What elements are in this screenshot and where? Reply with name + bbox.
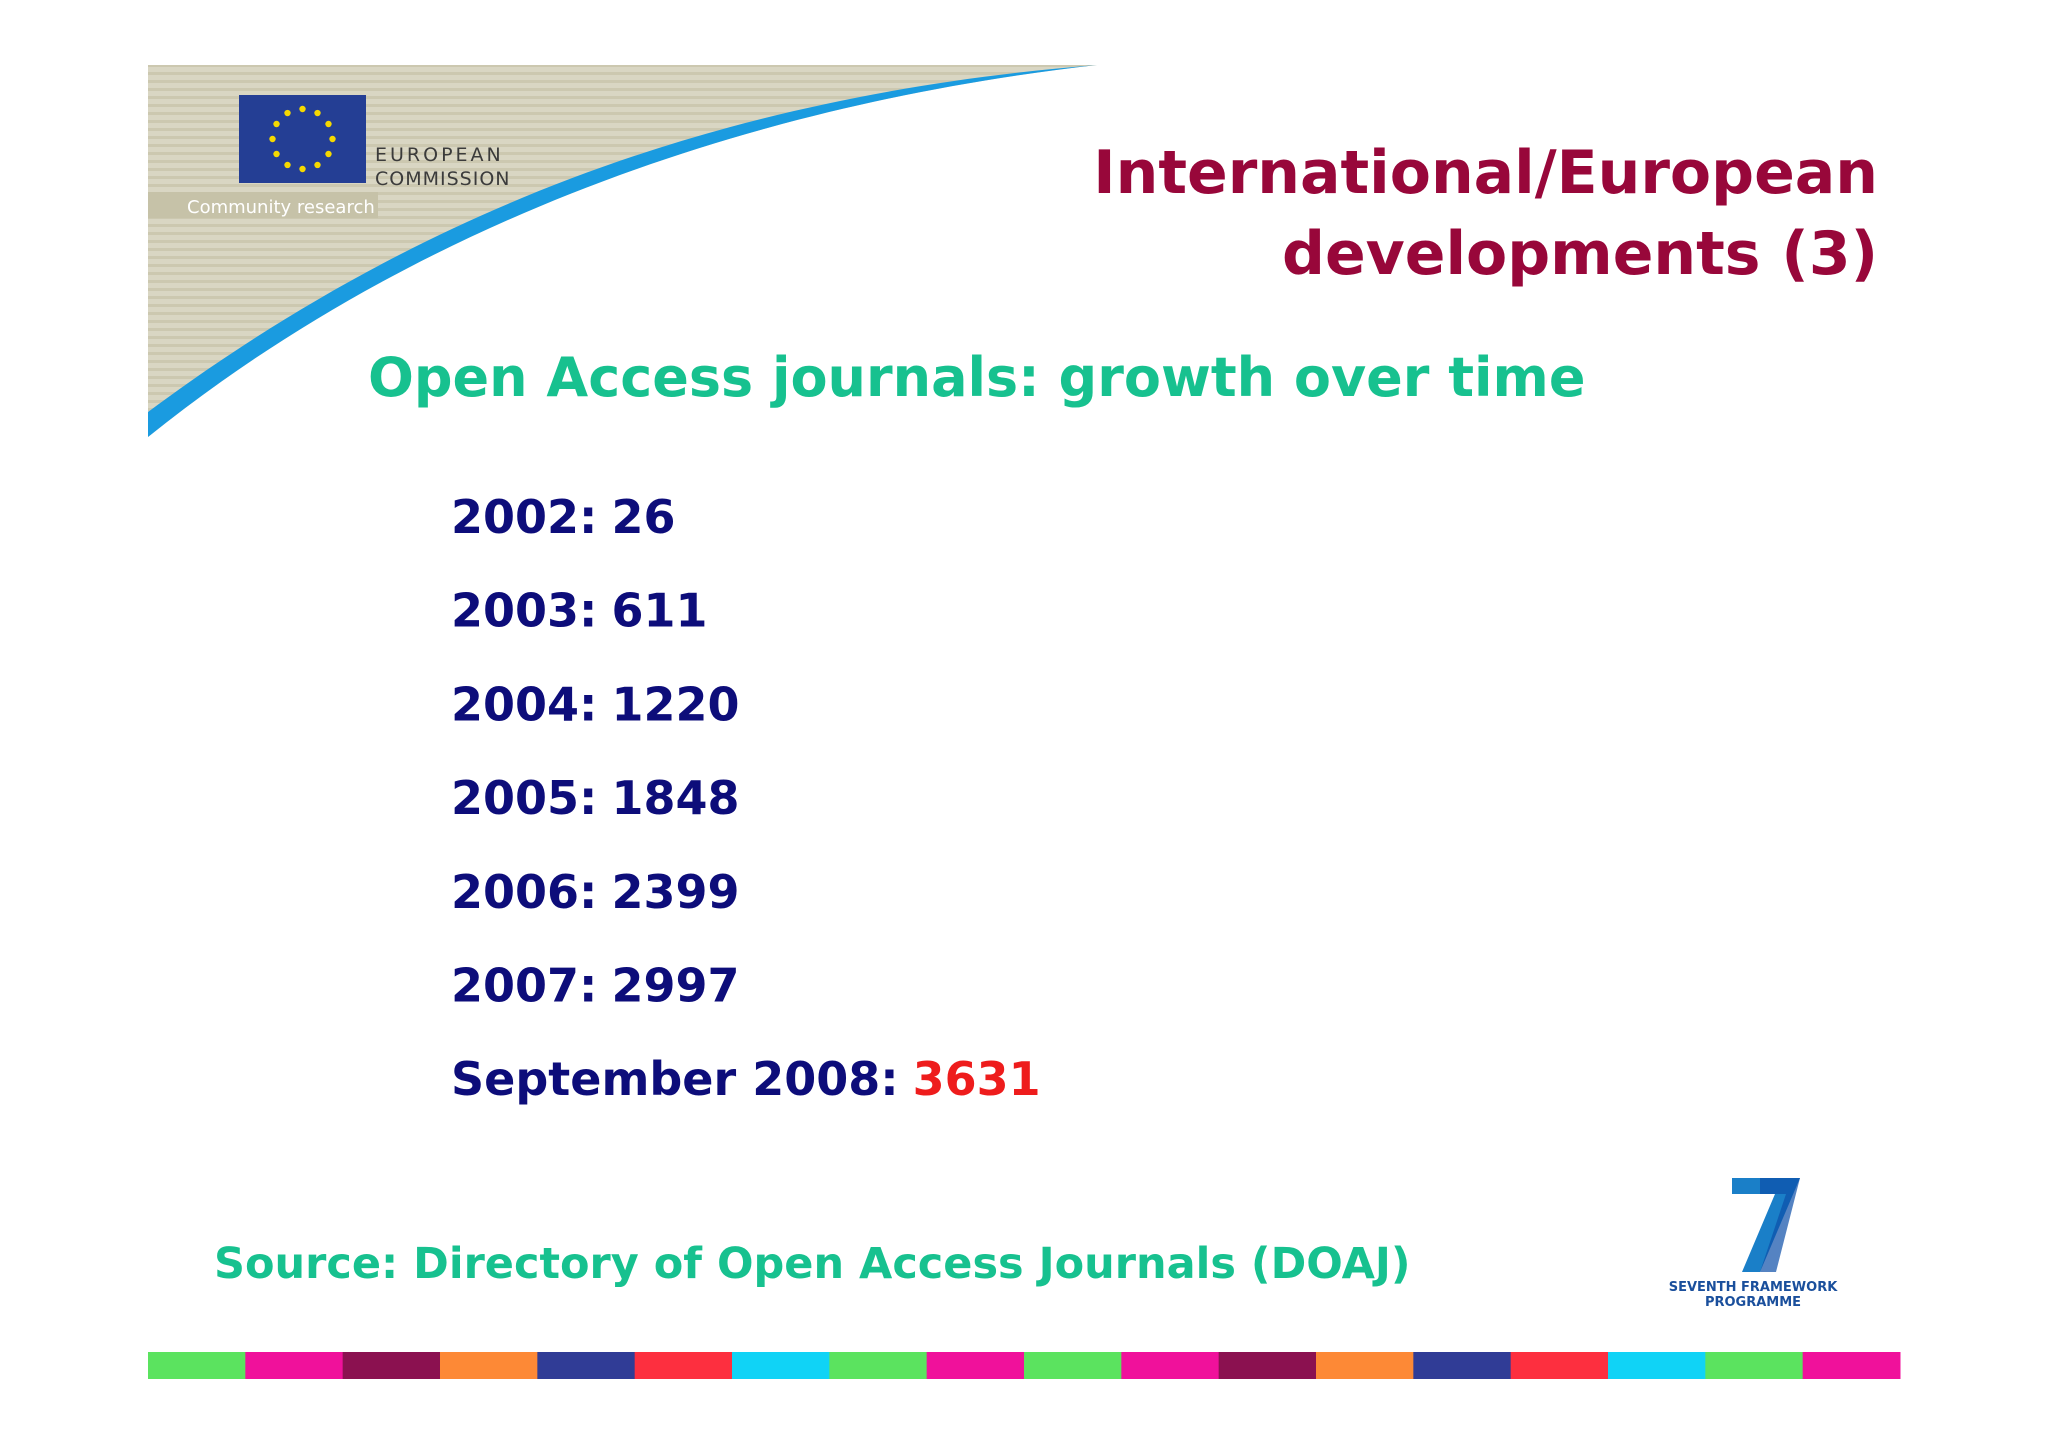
star (284, 109, 291, 117)
strip-segment (245, 1352, 344, 1379)
star (329, 135, 336, 143)
star (299, 105, 306, 113)
item-label: 2005: (451, 771, 597, 825)
star (325, 120, 332, 128)
subtitle: Open Access journals: growth over time (368, 346, 1585, 409)
star (325, 150, 332, 158)
strip-segment (1316, 1352, 1414, 1379)
eu-stars (269, 105, 336, 173)
item-value: 3631 (913, 1052, 1041, 1106)
item-value: 611 (611, 584, 707, 638)
star (284, 161, 291, 169)
strip-segment (148, 1352, 246, 1379)
item-label: 2003: (451, 584, 597, 638)
strip-segment (1121, 1352, 1220, 1379)
strip-segment (1024, 1352, 1122, 1379)
item: 2005: 1848 (451, 771, 739, 825)
item-label: 2004: (451, 677, 597, 731)
star (299, 165, 306, 173)
strip-segment (342, 1352, 441, 1379)
strip-segment (732, 1352, 830, 1379)
title: developments (3) (1282, 219, 1878, 289)
item: September 2008: 3631 (451, 1052, 1041, 1106)
source: Source: Directory of Open Access Journal… (214, 1239, 1411, 1289)
strip-segment (926, 1352, 1025, 1379)
star (273, 150, 280, 158)
title: International/European (1093, 138, 1878, 208)
item: 2003: 611 (451, 584, 707, 638)
star (314, 109, 321, 117)
item-value: 1848 (611, 771, 739, 825)
tagline-band (148, 192, 378, 218)
star (314, 161, 321, 169)
strip-segment (829, 1352, 928, 1379)
item-label: 2002: (451, 490, 597, 544)
star (269, 135, 276, 143)
strip-segment (634, 1352, 733, 1379)
logo-text: EUROPEAN (375, 144, 504, 166)
item: 2007: 2997 (451, 959, 739, 1013)
strip-segment (440, 1352, 538, 1379)
item-value: 26 (611, 490, 675, 544)
strip-segment (1413, 1352, 1512, 1379)
item-label: 2006: (451, 865, 597, 919)
color-strip (148, 1352, 1901, 1379)
item: 2004: 1220 (451, 677, 739, 731)
item-value: 2399 (611, 865, 739, 919)
item-value: 1220 (611, 677, 739, 731)
item-label: September 2008: (451, 1052, 899, 1106)
header-band (148, 65, 1097, 437)
logo-text: COMMISSION (375, 168, 511, 190)
fp7-text: PROGRAMME (1705, 1295, 1801, 1310)
strip-segment (1802, 1352, 1901, 1379)
strip-segment (537, 1352, 636, 1379)
item-list: 2002: 26 2003: 611 2004: 1220 2005: 1848 2006: 23… (451, 490, 1041, 1106)
fp7-text: SEVENTH FRAMEWORK (1669, 1280, 1839, 1295)
strip-segment (1510, 1352, 1609, 1379)
item: 2002: 26 (451, 490, 675, 544)
strip-segment (1218, 1352, 1317, 1379)
item-label: 2007: (451, 959, 597, 1013)
star (273, 120, 280, 128)
item: 2006: 2399 (451, 865, 739, 919)
strip-segment (1608, 1352, 1706, 1379)
strip-segment (1705, 1352, 1804, 1379)
fp7-logo: SEVENTH FRAMEWORK PROGRAMME (1669, 1178, 1839, 1310)
logo-tagline: Community research (187, 197, 375, 218)
item-value: 2997 (611, 959, 739, 1013)
